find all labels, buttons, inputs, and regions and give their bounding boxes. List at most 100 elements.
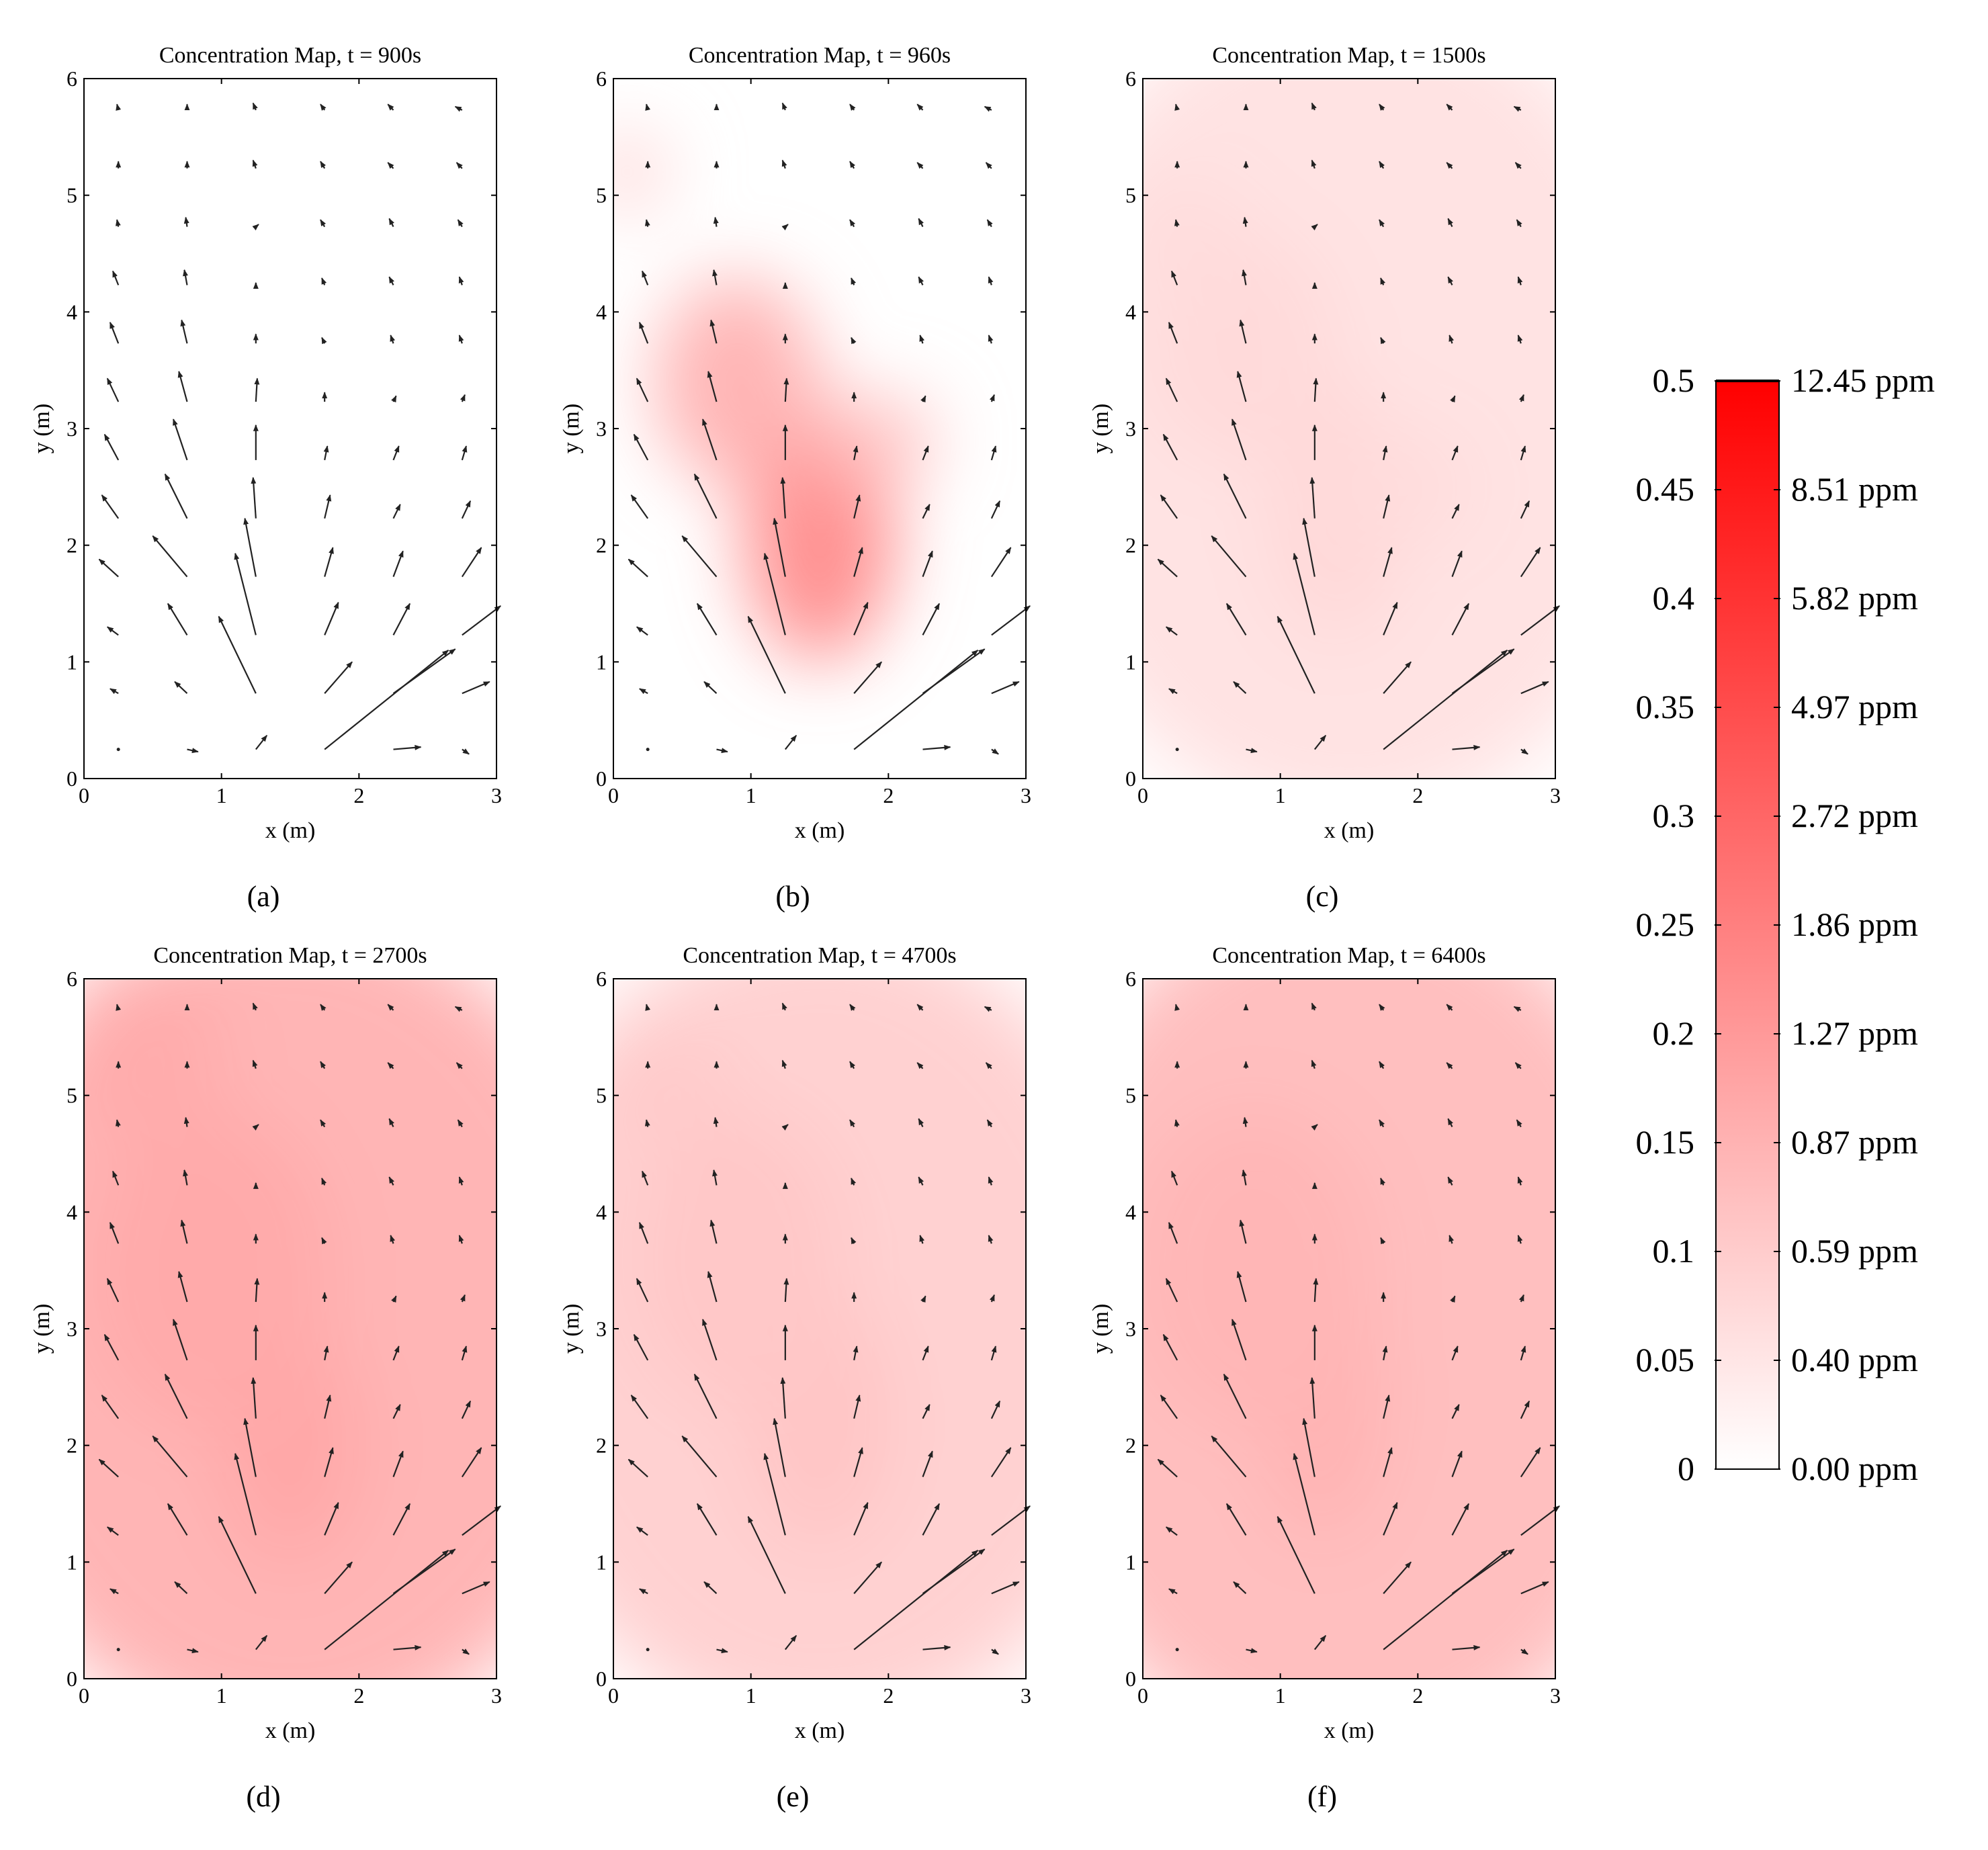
- velocity-arrow: [922, 503, 931, 519]
- velocity-arrow: [920, 395, 926, 403]
- y-tick-label: 5: [596, 183, 607, 208]
- velocity-arrow: [990, 500, 1001, 519]
- velocity-arrow: [1518, 1294, 1524, 1303]
- velocity-arrow: [392, 1503, 411, 1536]
- colorbar-value-label: 0.05: [1636, 1341, 1695, 1378]
- velocity-arrow: [109, 322, 120, 344]
- velocity-arrow: [1211, 535, 1247, 578]
- velocity-arrow: [1451, 1346, 1459, 1361]
- y-tick-label: 0: [596, 1667, 607, 1691]
- velocity-arrow: [1451, 1450, 1463, 1477]
- velocity-arrow: [918, 1176, 924, 1186]
- colorbar-ppm-label: 2.72 ppm: [1791, 797, 1918, 834]
- velocity-arrow: [462, 1648, 470, 1655]
- velocity-arrow: [990, 1346, 997, 1361]
- velocity-arrow: [1520, 1346, 1526, 1361]
- velocity-arrow: [103, 1333, 120, 1361]
- velocity-arrow: [1302, 517, 1315, 577]
- velocity-arrow: [1447, 276, 1453, 285]
- velocity-arrow: [1380, 1178, 1386, 1186]
- velocity-arrow: [916, 1004, 924, 1011]
- x-tick-label: 3: [1021, 783, 1031, 807]
- concentration-blob: [812, 393, 937, 487]
- velocity-arrow: [1520, 1447, 1541, 1478]
- velocity-arrow: [641, 270, 649, 285]
- velocity-arrow: [849, 1004, 856, 1011]
- velocity-arrow: [986, 1119, 993, 1128]
- x-tick-label: 1: [746, 783, 757, 807]
- velocity-arrow: [990, 445, 997, 461]
- velocity-arrow: [320, 219, 327, 228]
- velocity-arrow: [922, 1450, 933, 1477]
- velocity-arrow: [1514, 162, 1522, 169]
- velocity-arrow: [1311, 159, 1317, 169]
- velocity-arrow: [696, 603, 718, 635]
- velocity-arrow: [1313, 378, 1319, 402]
- velocity-arrow: [1309, 476, 1315, 519]
- velocity-arrow: [1379, 1119, 1385, 1128]
- velocity-arrow: [636, 1278, 649, 1303]
- velocity-arrow: [251, 476, 257, 519]
- velocity-field: [1157, 1002, 1560, 1655]
- concentration-blob: [1143, 79, 1555, 779]
- velocity-arrow: [1446, 1062, 1453, 1069]
- velocity-arrow: [853, 1550, 979, 1650]
- velocity-arrow: [681, 535, 718, 578]
- velocity-arrow: [1242, 269, 1247, 285]
- velocity-arrow: [636, 378, 649, 402]
- y-tick-label: 4: [1125, 300, 1136, 324]
- velocity-arrow: [1447, 218, 1453, 228]
- velocity-arrow: [254, 378, 260, 402]
- colorbar-ppm-label: 12.45 ppm: [1791, 361, 1935, 399]
- concentration-blob: [613, 131, 668, 213]
- velocity-arrow: [709, 1219, 718, 1244]
- velocity-arrow: [1517, 335, 1523, 344]
- panel-6: 0 1 2 3 0 1 2 3 4 5 6 Concentration Map, t = 6400s x…: [1088, 943, 1561, 1813]
- velocity-arrow: [1165, 626, 1178, 636]
- colorbar-value-label: 0.3: [1653, 797, 1695, 834]
- velocity-arrow: [1313, 1634, 1327, 1650]
- velocity-arrow: [1174, 103, 1180, 111]
- velocity-arrow: [853, 1561, 882, 1594]
- velocity-arrow: [324, 650, 449, 750]
- velocity-arrow: [392, 445, 400, 461]
- y-axis-label: y (m): [1088, 404, 1113, 454]
- velocity-arrow: [1175, 748, 1179, 752]
- velocity-arrow: [681, 1436, 718, 1478]
- velocity-arrow: [1447, 1176, 1453, 1186]
- velocity-arrow: [1379, 103, 1385, 111]
- velocity-arrow: [461, 445, 468, 461]
- velocity-arrow: [390, 1235, 396, 1244]
- velocity-arrow: [984, 1006, 992, 1012]
- velocity-arrow: [218, 615, 257, 694]
- velocity-arrow: [922, 603, 941, 635]
- velocity-arrow: [324, 601, 339, 635]
- x-tick-label: 0: [608, 1683, 619, 1708]
- y-axis-label: y (m): [30, 1304, 54, 1354]
- panel-2: 0 1 2 3 0 1 2 3 4 5 6 Concentration Map, t = 960s x …: [559, 43, 1031, 913]
- velocity-arrow: [1451, 550, 1463, 577]
- velocity-arrow: [1452, 744, 1481, 750]
- velocity-arrow: [324, 1561, 353, 1594]
- colorbar-ppm-label: 1.27 ppm: [1791, 1014, 1918, 1052]
- velocity-arrow: [1223, 473, 1247, 519]
- velocity-arrow: [696, 1503, 718, 1536]
- y-tick-label: 1: [1125, 1550, 1136, 1574]
- velocity-arrow: [462, 605, 501, 636]
- velocity-arrow: [984, 105, 992, 112]
- velocity-arrow: [1165, 1278, 1178, 1303]
- velocity-arrow: [989, 394, 995, 402]
- velocity-arrow: [630, 494, 649, 519]
- velocity-arrow: [101, 494, 120, 519]
- velocity-arrow: [922, 445, 929, 461]
- y-tick-label: 4: [596, 300, 607, 324]
- velocity-arrow: [456, 1062, 463, 1069]
- velocity-arrow: [187, 748, 199, 754]
- velocity-arrow: [916, 162, 924, 169]
- velocity-arrow: [1162, 433, 1178, 461]
- velocity-arrow: [252, 1059, 258, 1069]
- velocity-arrow: [1383, 1561, 1412, 1594]
- velocity-arrow: [454, 105, 463, 112]
- concentration-blob: [654, 277, 820, 487]
- velocity-arrow: [116, 748, 120, 752]
